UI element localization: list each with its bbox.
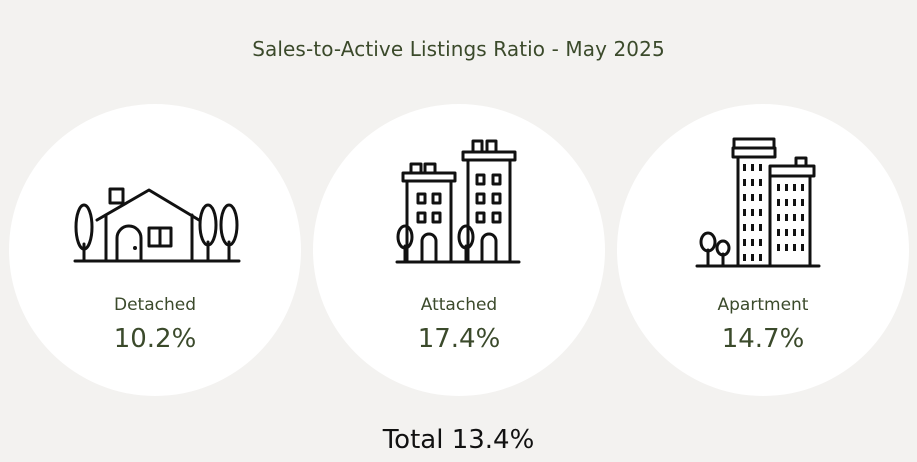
- card-label: Apartment: [717, 295, 809, 315]
- card-attached: Attached 17.4%: [313, 104, 605, 396]
- chart-title: Sales-to-Active Listings Ratio - May 202…: [252, 37, 665, 61]
- apartment-building-icon: [695, 137, 821, 268]
- attached-townhouse-icon: [395, 139, 521, 264]
- card-value: 17.4%: [417, 324, 501, 354]
- card-apartment: Apartment 14.7%: [617, 104, 909, 396]
- card-value: 14.7%: [721, 324, 805, 354]
- card-label: Attached: [420, 295, 498, 315]
- total-ratio: Total 13.4%: [382, 425, 535, 455]
- card-value: 10.2%: [113, 324, 197, 354]
- card-label: Detached: [113, 295, 196, 315]
- card-detached: Detached 10.2%: [9, 104, 301, 396]
- detached-house-icon: [73, 187, 241, 263]
